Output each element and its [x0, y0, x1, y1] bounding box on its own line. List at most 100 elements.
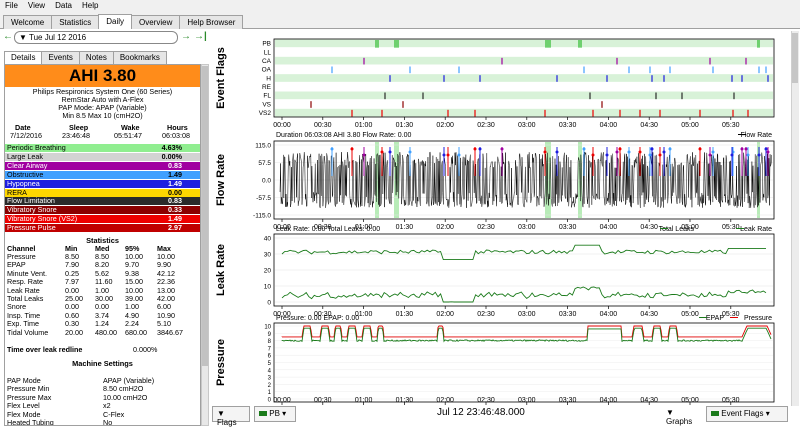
- x-tick-label: 03:30: [559, 122, 577, 129]
- x-tick-label: 05:30: [722, 122, 740, 129]
- machine-row: Flex Level x2: [5, 402, 200, 410]
- stats-cell: 8.20: [95, 260, 109, 270]
- prev-day-icon[interactable]: ←: [3, 31, 13, 42]
- x-tick-label: 01:00: [355, 311, 373, 318]
- event-row[interactable]: Obstructive 1.49: [5, 169, 200, 179]
- machine-key: Flex Mode: [7, 409, 41, 419]
- stats-cell: 0.60: [65, 310, 79, 320]
- stats-cell: 3846.67: [157, 327, 183, 337]
- flow-event-dot: [591, 153, 595, 157]
- pressure-legend-pressure: Pressure: [744, 315, 772, 322]
- machine-row: Flex Mode C-Flex: [5, 409, 200, 419]
- tab-notes[interactable]: Notes: [78, 51, 114, 64]
- leak-legend-rate: Leak Rate: [740, 226, 772, 233]
- flow-event-dot: [658, 153, 662, 157]
- pb-block: [545, 40, 551, 48]
- event-label: Clear Airway: [7, 160, 48, 170]
- stats-cell: 1.00: [125, 302, 139, 312]
- event-label: Periodic Breathing: [7, 143, 66, 152]
- tab-details[interactable]: Details: [4, 51, 43, 64]
- flow-event-dot: [543, 150, 547, 154]
- stats-header-cell: Min: [65, 244, 78, 253]
- tab-statistics[interactable]: Statistics: [51, 15, 100, 29]
- stats-cell: 11.60: [95, 277, 113, 287]
- tab-daily[interactable]: Daily: [98, 14, 132, 29]
- graphs-label: Graphs: [666, 417, 693, 426]
- pb-block: [394, 40, 399, 48]
- event-row[interactable]: RERA 0.00: [5, 187, 200, 197]
- stats-cell: Minute Vent.: [7, 268, 47, 278]
- pressure-legend-epap: EPAP: [706, 315, 724, 322]
- flag-row-label: FL: [263, 93, 271, 100]
- event-label: Obstructive: [7, 169, 44, 179]
- event-row[interactable]: Vibratory Snore 0.33: [5, 206, 200, 215]
- flow-waveform: [279, 151, 772, 209]
- flag-row-band: [275, 48, 773, 56]
- flags-button[interactable]: ▼ Flags: [212, 406, 250, 427]
- tab-help-browser[interactable]: Help Browser: [179, 15, 244, 29]
- stats-row: Pressure 8.50 8.50 10.00 10.00: [5, 253, 200, 261]
- graph-area: Event Flags PB LL CA OA H RE FL VS VS2 00:00 00:30 0…: [212, 31, 790, 406]
- pressure-ytick-label: 2: [268, 383, 272, 389]
- tab-overview[interactable]: Overview: [131, 15, 181, 29]
- date-picker[interactable]: ▼ Tue Jul 12 2016: [14, 31, 178, 44]
- session-hours-label: Hours: [167, 123, 188, 132]
- menu-help[interactable]: Help: [82, 1, 99, 10]
- flow-event-dot: [330, 147, 334, 151]
- graphs-value: Event Flags: [721, 409, 764, 418]
- tab-events[interactable]: Events: [41, 51, 80, 64]
- flow-event-dot: [627, 150, 631, 154]
- machine-key: Pressure Min: [7, 384, 50, 394]
- menu-file[interactable]: File: [5, 1, 18, 10]
- session-sleep-label: Sleep: [69, 123, 89, 132]
- stats-cell: Resp. Rate: [7, 277, 43, 287]
- stats-row: Leak Rate 0.00 1.00 10.00 13.00: [5, 286, 200, 295]
- event-label: Hypopnea: [7, 178, 40, 188]
- x-tick-label: 00:00: [273, 224, 291, 231]
- event-row[interactable]: Flow Limitation 0.83: [5, 197, 200, 206]
- flags-select[interactable]: PB ▾: [254, 406, 296, 422]
- event-row[interactable]: Pressure Pulse 2.97: [5, 223, 200, 233]
- event-value: 0.00: [168, 187, 182, 197]
- pressure-ytick-label: 9: [268, 332, 272, 338]
- flow-event-dot: [350, 147, 354, 151]
- event-label: RERA: [7, 187, 27, 197]
- event-row[interactable]: Vibratory Snore (VS2) 1.49: [5, 215, 200, 224]
- tab-welcome[interactable]: Welcome: [3, 15, 53, 29]
- leak-ytick-label: 0: [267, 300, 271, 307]
- menu-data[interactable]: Data: [55, 1, 72, 10]
- x-tick-label: 03:00: [518, 397, 536, 404]
- tab-bookmarks[interactable]: Bookmarks: [112, 51, 167, 64]
- pressure-header: Pressure: 0.00 EPAP: 0.00: [276, 315, 359, 322]
- stats-cell: Pressure: [7, 252, 36, 261]
- flow-event-dot: [730, 153, 734, 157]
- event-row[interactable]: Large Leak 0.00%: [5, 151, 200, 161]
- graph-scrollbar[interactable]: [791, 31, 799, 406]
- pb-swatch-icon: [259, 411, 267, 417]
- stats-header-cell: Max: [157, 244, 171, 253]
- flow-event-dot: [746, 153, 750, 157]
- flow-rate-title: Flow Rate: [215, 154, 227, 206]
- flow-event-dot: [605, 153, 609, 157]
- graph-scroll-thumb[interactable]: [792, 33, 798, 83]
- flag-row-label: PB: [262, 41, 271, 48]
- machine-row: Heated Tubing No: [5, 419, 200, 426]
- machine-value: No: [103, 418, 113, 426]
- event-row[interactable]: Hypopnea 1.49: [5, 178, 200, 188]
- x-tick-label: 03:30: [559, 397, 577, 404]
- last-day-icon[interactable]: →|: [194, 31, 207, 42]
- next-day-icon[interactable]: →: [181, 31, 191, 42]
- event-value: 2.97: [168, 223, 182, 233]
- event-row[interactable]: Clear Airway 0.83: [5, 160, 200, 170]
- event-row[interactable]: Periodic Breathing 4.63%: [5, 144, 200, 152]
- machine-key: PAP Mode: [7, 376, 41, 385]
- event-value: 0.00%: [161, 151, 182, 161]
- flow-event-dot: [618, 147, 622, 151]
- pressure-ytick-label: 7: [268, 346, 272, 352]
- stats-cell: 0.00: [95, 302, 109, 312]
- graphs-select[interactable]: Event Flags ▾: [706, 406, 788, 422]
- menu-view[interactable]: View: [27, 1, 46, 10]
- graphs-button[interactable]: ▼ Graphs: [662, 406, 704, 426]
- chevron-down-icon: ▼: [19, 33, 27, 42]
- left-scroll-thumb[interactable]: [202, 66, 208, 366]
